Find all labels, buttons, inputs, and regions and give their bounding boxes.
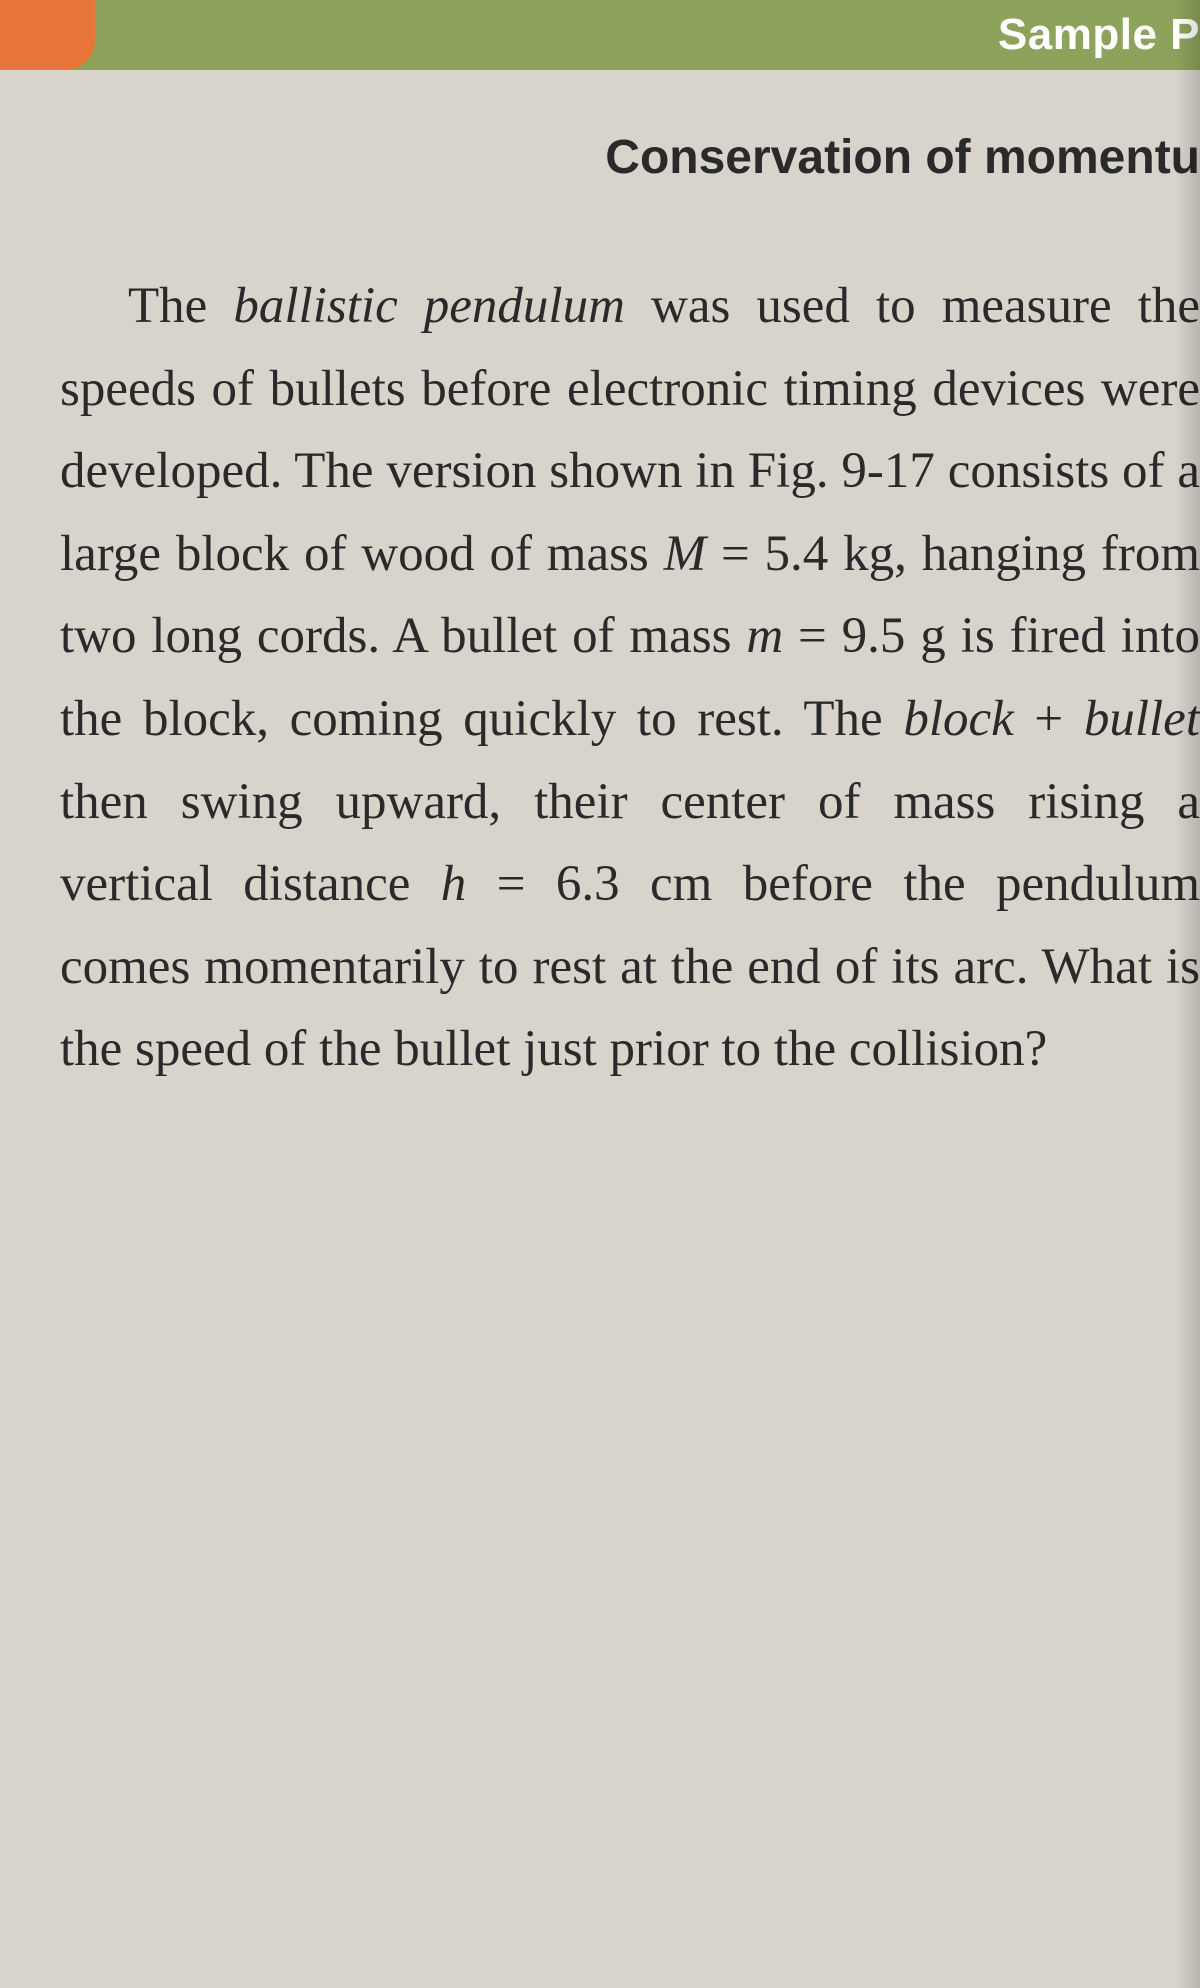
header-label: Sample P — [998, 10, 1200, 60]
italic-term: M — [664, 526, 706, 582]
header-orange-tab — [0, 0, 95, 70]
body-text-span: The — [128, 278, 233, 334]
problem-body: The ballistic pendulum was used to measu… — [60, 265, 1200, 1091]
italic-term: m — [746, 608, 783, 664]
italic-term: block — [903, 691, 1013, 747]
italic-term: ballistic pendulum — [233, 278, 625, 334]
section-subtitle: Conservation of momentu — [605, 130, 1200, 185]
page-edge-shadow — [1175, 0, 1200, 1988]
italic-term: h — [441, 856, 467, 912]
header-bar: Sample P — [0, 0, 1200, 70]
body-text-span: + — [1014, 691, 1084, 747]
